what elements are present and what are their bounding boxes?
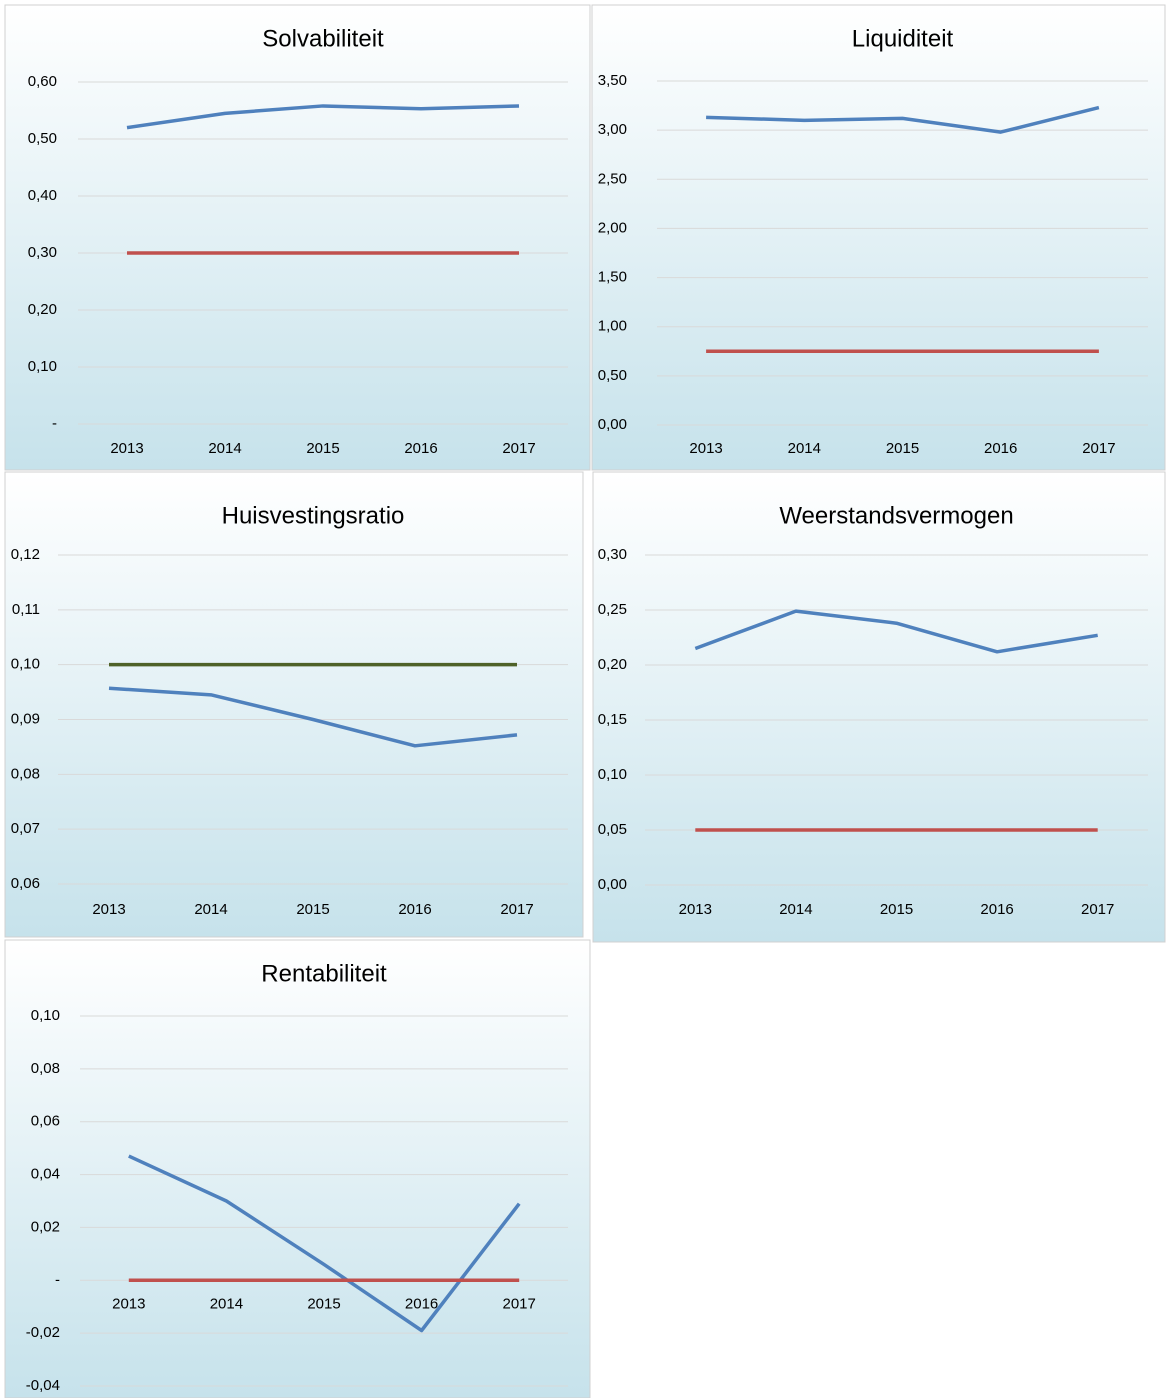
chart-panel: Huisvestingsratio 0,06 0,07 0,08 0,09 0,10 0,1… <box>4 471 584 938</box>
chart-panel: Liquiditeit 0,00 0,50 1,00 1,50 2,00 2,50 3,00 3… <box>591 4 1166 471</box>
y-tick-label: 1,00 <box>598 318 627 335</box>
y-tick-label: 0,40 <box>28 187 57 204</box>
y-tick-label: 0,10 <box>11 656 40 673</box>
line-series <box>694 609 1098 654</box>
x-tick-label: 2017 <box>1082 440 1115 457</box>
chart-panel: Solvabiliteit - 0,10 0,20 0,30 0,40 0,50 0,60 20… <box>4 4 591 471</box>
y-tick-label: - <box>52 415 57 432</box>
y-tick-label: 0,30 <box>28 244 57 261</box>
x-tick-label: 2015 <box>880 901 913 918</box>
y-tick-label: 0,50 <box>598 367 627 384</box>
chart-title: Huisvestingsratio <box>222 502 405 529</box>
y-tick-label: 0,12 <box>11 546 40 563</box>
y-tick-label: 0,00 <box>598 876 627 893</box>
x-tick-label: 2015 <box>307 1295 340 1312</box>
chart-panel: Weerstandsvermogen 0,00 0,05 0,10 0,15 0,20 0,… <box>592 471 1166 943</box>
panel-background <box>592 471 1166 943</box>
y-tick-label: 0,15 <box>598 711 627 728</box>
x-tick-label: 2016 <box>984 440 1017 457</box>
y-tick-label: 0,04 <box>31 1166 60 1183</box>
x-tick-label: 2016 <box>398 901 431 918</box>
panel-background <box>4 471 584 938</box>
panel-background <box>4 939 591 1398</box>
y-tick-label: 2,50 <box>598 170 627 187</box>
x-tick-label: 2017 <box>502 440 535 457</box>
y-tick-label: - <box>55 1271 60 1288</box>
y-tick-label: 0,20 <box>28 301 57 318</box>
y-tick-label: 0,06 <box>11 875 40 892</box>
y-tick-label: 0,20 <box>598 656 627 673</box>
y-tick-label: 0,25 <box>598 601 627 618</box>
y-tick-label: 2,00 <box>598 219 627 236</box>
line-series <box>126 104 520 130</box>
chart-title: Rentabiliteit <box>261 960 387 987</box>
y-tick-label: 0,50 <box>28 130 57 147</box>
x-tick-label: 2013 <box>689 440 722 457</box>
y-tick-label: 0,05 <box>598 821 627 838</box>
y-tick-label: 0,08 <box>11 765 40 782</box>
y-tick-label: 0,02 <box>31 1218 60 1235</box>
x-tick-label: 2015 <box>306 440 339 457</box>
y-tick-label: 0,30 <box>598 546 627 563</box>
y-tick-label: 0,11 <box>12 601 40 618</box>
y-tick-label: -0,02 <box>26 1324 60 1341</box>
x-tick-label: 2013 <box>112 1295 145 1312</box>
line-series <box>706 105 1100 134</box>
x-tick-label: 2014 <box>194 901 227 918</box>
y-tick-label: 0,09 <box>11 710 40 727</box>
x-tick-label: 2017 <box>503 1295 536 1312</box>
y-tick-label: 0,06 <box>31 1113 60 1130</box>
x-tick-label: 2015 <box>886 440 919 457</box>
y-tick-label: 0,60 <box>28 73 57 90</box>
y-tick-label: 1,50 <box>598 269 627 286</box>
x-tick-label: 2014 <box>788 440 821 457</box>
chart-panel: Rentabiliteit-0,04-0,02-0,020,040,060,08… <box>4 939 591 1398</box>
panel-background <box>4 4 591 471</box>
x-tick-label: 2013 <box>679 901 712 918</box>
y-tick-label: 3,00 <box>598 121 627 138</box>
x-tick-label: 2016 <box>405 1295 438 1312</box>
y-tick-label: 0,10 <box>31 1007 60 1024</box>
line-series <box>108 686 518 748</box>
x-tick-label: 2013 <box>110 440 143 457</box>
chart-title: Solvabiliteit <box>262 25 384 52</box>
y-tick-label: -0,04 <box>26 1377 60 1394</box>
y-tick-label: 0,00 <box>598 416 627 433</box>
chart-title: Liquiditeit <box>852 25 954 52</box>
y-tick-label: 0,10 <box>28 358 57 375</box>
x-tick-label: 2016 <box>404 440 437 457</box>
x-tick-label: 2014 <box>210 1295 243 1312</box>
x-tick-label: 2014 <box>208 440 241 457</box>
x-tick-label: 2017 <box>500 901 533 918</box>
y-tick-label: 3,50 <box>598 72 627 89</box>
line-series <box>128 1154 521 1333</box>
x-tick-label: 2017 <box>1081 901 1114 918</box>
chart-title: Weerstandsvermogen <box>779 502 1013 529</box>
y-tick-label: 0,10 <box>598 766 627 783</box>
x-tick-label: 2016 <box>980 901 1013 918</box>
y-tick-label: 0,07 <box>11 820 40 837</box>
x-tick-label: 2013 <box>92 901 125 918</box>
x-tick-label: 2015 <box>296 901 329 918</box>
y-tick-label: 0,08 <box>31 1060 60 1077</box>
x-tick-label: 2014 <box>779 901 812 918</box>
panel-background <box>591 4 1166 471</box>
